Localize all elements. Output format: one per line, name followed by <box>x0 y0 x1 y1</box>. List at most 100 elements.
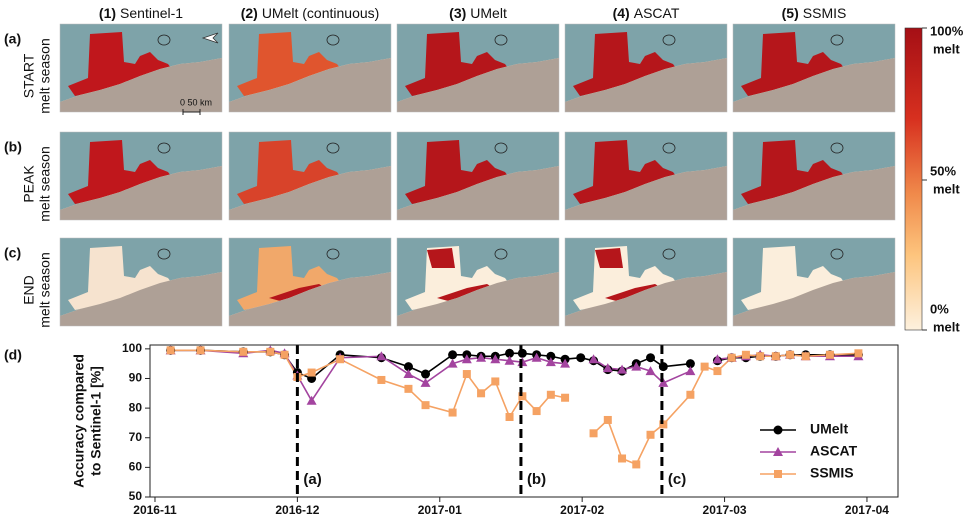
point <box>713 367 722 376</box>
map-panel <box>564 237 728 327</box>
y-tick-label: 70 <box>129 430 143 444</box>
island <box>157 142 171 154</box>
series-line <box>170 349 859 466</box>
x-tick-label: 2017-02 <box>560 503 604 517</box>
colorbar-label: 0% <box>930 301 949 316</box>
island <box>662 248 676 260</box>
map-panel <box>732 131 896 221</box>
row-subtitle: melt season <box>37 146 53 221</box>
point <box>490 354 501 364</box>
point <box>771 352 780 361</box>
panel-frame <box>396 237 560 327</box>
point <box>420 377 431 387</box>
row-label: (c) <box>4 245 21 261</box>
island <box>662 34 676 46</box>
x-tick-label: 2016-11 <box>133 503 177 517</box>
point <box>531 352 542 362</box>
legend-marker <box>773 447 783 456</box>
column-name: Sentinel-1 <box>120 5 183 21</box>
line-chart: (d) Accuracy compared to Sentinel-1 [%] 50 6… <box>4 341 899 517</box>
map-panel <box>396 237 560 327</box>
island <box>494 142 508 154</box>
column-number: (2) <box>241 5 258 21</box>
point <box>447 358 458 368</box>
y-tick-label: 50 <box>129 489 143 503</box>
point <box>589 429 598 438</box>
melt-area <box>573 32 679 96</box>
panel-frame <box>732 237 896 327</box>
point <box>617 364 628 374</box>
island <box>662 142 676 154</box>
panel-frame <box>564 131 728 221</box>
point <box>448 350 458 360</box>
y-tick-label: 60 <box>129 460 143 474</box>
column-number: (1) <box>99 5 116 21</box>
column-header: (2) UMelt (continuous) <box>241 5 380 21</box>
row-title: START <box>21 53 37 98</box>
melt-area <box>237 246 343 310</box>
column-header: (4) ASCAT <box>613 5 680 21</box>
point <box>448 408 457 417</box>
point <box>280 350 289 359</box>
row-title: PEAK <box>21 165 37 203</box>
point <box>561 393 570 402</box>
panel-frame <box>228 23 392 113</box>
island <box>830 34 844 46</box>
melt-area <box>237 32 343 96</box>
event-label: (b) <box>527 471 546 488</box>
point <box>546 390 555 399</box>
point <box>825 350 834 359</box>
melt-area <box>68 246 174 310</box>
x-tick-label: 2017-04 <box>845 503 889 517</box>
land <box>565 58 727 112</box>
melt-area-remaining <box>427 248 455 268</box>
island <box>157 34 171 46</box>
point <box>504 355 515 365</box>
point <box>377 375 386 384</box>
row-label: (b) <box>4 139 22 155</box>
panel-frame <box>564 23 728 113</box>
point <box>685 359 695 369</box>
map-panel <box>396 23 560 113</box>
panel-frame <box>396 131 560 221</box>
melt-area <box>68 32 174 96</box>
panel-frame <box>732 23 896 113</box>
point <box>336 355 345 364</box>
point <box>476 352 487 362</box>
column-name: SSMIS <box>803 5 847 21</box>
point <box>801 352 810 361</box>
point <box>403 362 413 372</box>
land <box>397 58 559 112</box>
point <box>700 362 709 371</box>
panel-frame <box>228 131 392 221</box>
x-tick-label: 2016-12 <box>275 503 319 517</box>
column-number: (5) <box>782 5 799 21</box>
column-name: UMelt <box>470 5 507 21</box>
point <box>306 395 317 405</box>
point <box>756 352 765 361</box>
land <box>397 166 559 220</box>
row-subtitle: melt season <box>37 38 53 113</box>
scale-bar-label: 0 50 km <box>180 97 212 107</box>
column-number: (3) <box>449 5 466 21</box>
point <box>602 363 613 373</box>
plot-frame <box>149 344 899 498</box>
point <box>421 401 430 410</box>
island <box>494 248 508 260</box>
island <box>157 248 171 260</box>
panel-frame <box>228 237 392 327</box>
colorbar-unit: melt <box>933 319 960 334</box>
event-label: (c) <box>668 471 686 488</box>
north-arrow <box>201 32 219 44</box>
point <box>404 384 413 393</box>
colorbar-unit: melt <box>933 181 960 196</box>
colorbar-label: 100% <box>930 23 964 38</box>
point <box>477 389 486 398</box>
point <box>631 361 642 371</box>
melt-area <box>741 246 847 310</box>
row-subtitle: melt season <box>37 252 53 327</box>
point <box>196 346 205 355</box>
point <box>588 354 599 364</box>
point <box>421 369 431 379</box>
